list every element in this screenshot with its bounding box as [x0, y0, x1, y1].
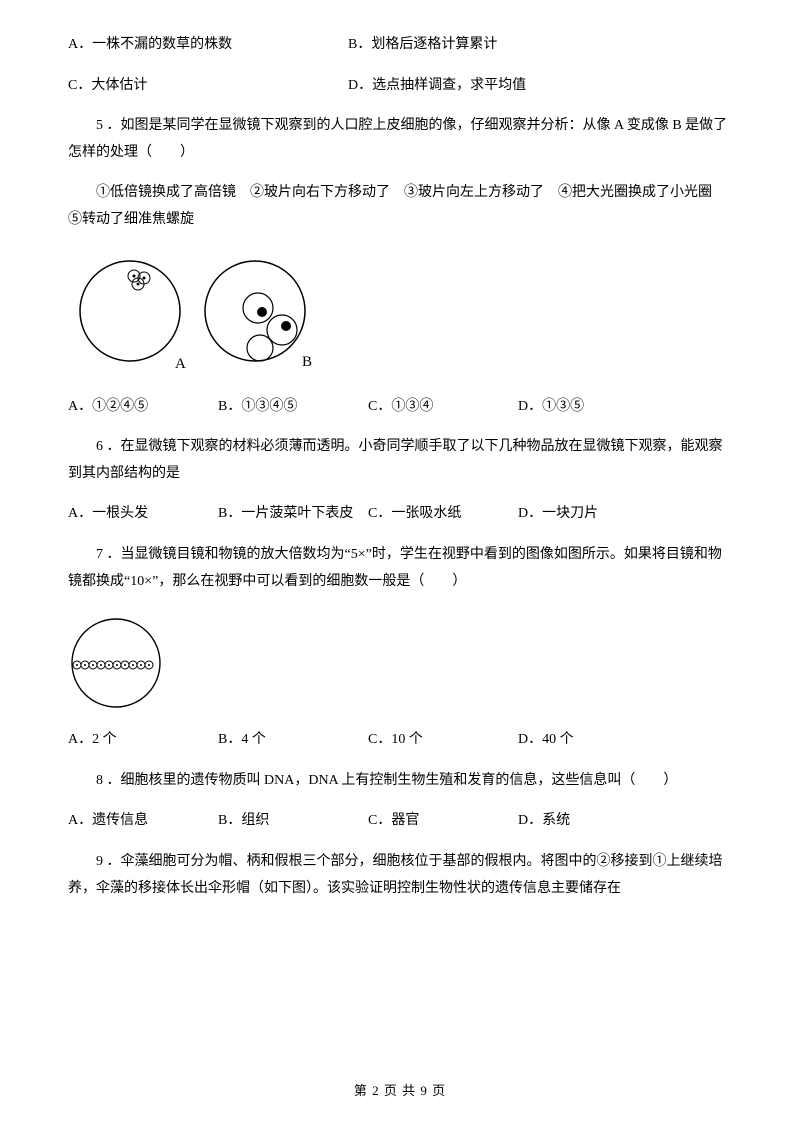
q8-options: A．遗传信息 B．组织 C．器官 D．系统	[68, 808, 732, 835]
q5-figure-label-a: A	[175, 356, 186, 372]
q8-stem: 8 ．细胞核里的遗传物质叫 DNA，DNA 上有控制生物生殖和发育的信息，这些信…	[68, 768, 732, 795]
q6-option-a: A．一根头发	[68, 501, 218, 528]
q6-stem: 6 ．在显微镜下观察的材料必须薄而透明。小奇同学顺手取了以下几种物品放在显微镜下…	[68, 434, 732, 487]
q8-option-c: C．器官	[368, 808, 518, 835]
q5-option-b: B．①③④⑤	[218, 394, 368, 421]
q7-option-b: B．4 个	[218, 727, 368, 754]
q5-option-d: D．①③⑤	[518, 394, 584, 421]
cell-chain-diagram	[70, 617, 162, 709]
q4-option-a: A．一株不漏的数草的株数	[68, 32, 348, 59]
q6-option-d: D．一块刀片	[518, 501, 598, 528]
q4-option-c: C．大体估计	[68, 73, 348, 100]
q5-figure: A B	[70, 256, 732, 376]
q8-option-d: D．系统	[518, 808, 570, 835]
q7-option-c: C．10 个	[368, 727, 518, 754]
q7-options: A．2 个 B．4 个 C．10 个 D．40 个	[68, 727, 732, 754]
q5-option-a: A．①②④⑤	[68, 394, 218, 421]
q4-option-b: B．划格后逐格计算累计	[348, 32, 497, 59]
q6-option-c: C．一张吸水纸	[368, 501, 518, 528]
q5-options: A．①②④⑤ B．①③④⑤ C．①③④ D．①③⑤	[68, 394, 732, 421]
q4-options-row1: A．一株不漏的数草的株数 B．划格后逐格计算累计	[68, 32, 732, 59]
q4-options-row2: C．大体估计 D．选点抽样调查，求平均值	[68, 73, 732, 100]
q5-desc: ①低倍镜换成了高倍镜 ②玻片向右下方移动了 ③玻片向左上方移动了 ④把大光圈换成…	[68, 180, 732, 233]
q6-option-b: B．一片菠菜叶下表皮	[218, 501, 368, 528]
q5-option-c: C．①③④	[368, 394, 518, 421]
q5-stem: 5 ．如图是某同学在显微镜下观察到的人口腔上皮细胞的像，仔细观察并分析：从像 A…	[68, 113, 732, 166]
q6-options: A．一根头发 B．一片菠菜叶下表皮 C．一张吸水纸 D．一块刀片	[68, 501, 732, 528]
microscope-cells-diagram: A B	[70, 256, 330, 376]
q7-figure	[70, 617, 732, 709]
q9-stem: 9 ．伞藻细胞可分为帽、柄和假根三个部分，细胞核位于基部的假根内。将图中的②移接…	[68, 849, 732, 902]
page-footer: 第 2 页 共 9 页	[0, 1079, 800, 1104]
q5-figure-label-b: B	[302, 354, 312, 370]
q7-option-a: A．2 个	[68, 727, 218, 754]
q8-option-a: A．遗传信息	[68, 808, 218, 835]
q7-option-d: D．40 个	[518, 727, 574, 754]
q4-option-d: D．选点抽样调查，求平均值	[348, 73, 526, 100]
q7-stem: 7 ．当显微镜目镜和物镜的放大倍数均为“5×”时，学生在视野中看到的图像如图所示…	[68, 542, 732, 595]
q8-option-b: B．组织	[218, 808, 368, 835]
